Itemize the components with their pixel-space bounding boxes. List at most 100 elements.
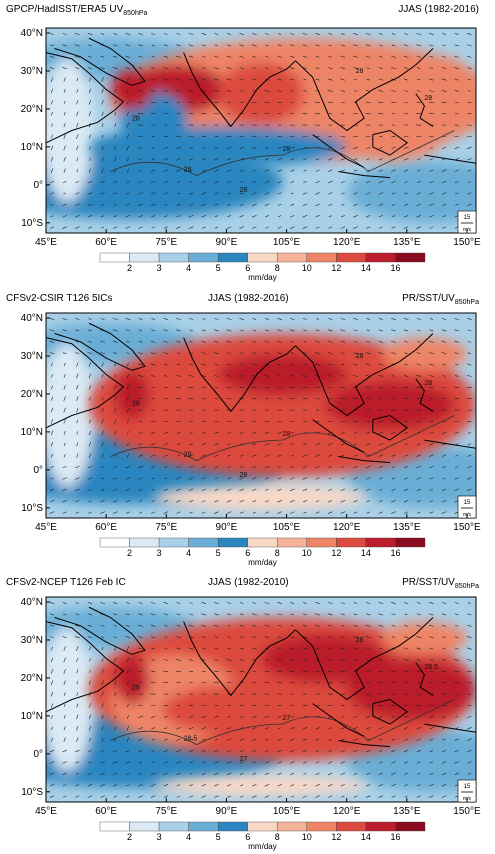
wind-vector [441, 454, 447, 457]
wind-vector [315, 624, 321, 627]
wind-vector [201, 465, 207, 469]
wind-vector [214, 44, 219, 47]
wind-vector [74, 32, 80, 36]
wind-vector [114, 156, 117, 162]
wind-vector [74, 203, 80, 207]
wind-vector [252, 55, 257, 58]
wind-vector [201, 226, 206, 229]
wind-vector [176, 158, 181, 161]
wind-vector [391, 192, 396, 195]
wind-vector [114, 112, 117, 116]
wind-vector [150, 363, 156, 366]
wind-vector [416, 318, 421, 320]
wind-vector [88, 134, 91, 139]
wind-vector [126, 657, 130, 663]
wind-vector [315, 613, 321, 616]
wind-vector [176, 772, 181, 775]
wind-vector [239, 214, 245, 218]
wind-vector [49, 784, 55, 787]
wind-vector [302, 749, 308, 753]
wind-vector [138, 146, 143, 149]
wind-vector [252, 158, 256, 161]
wind-vector [316, 750, 320, 752]
wind-vector [138, 352, 143, 355]
sst-contour [282, 432, 369, 457]
wind-vector [189, 500, 194, 503]
wind-vector [239, 465, 244, 469]
wind-vector [264, 454, 270, 457]
wind-vector [302, 727, 308, 730]
wind-vector [101, 77, 104, 82]
wind-vector [378, 783, 384, 787]
wind-vector [100, 203, 105, 206]
wind-vector [315, 602, 320, 604]
wind-vector [226, 90, 232, 92]
wind-vector [126, 725, 130, 731]
wind-vector [328, 624, 333, 627]
wind-vector [151, 33, 156, 35]
wind-vector [252, 318, 257, 320]
wind-vector [277, 363, 282, 366]
wind-vector [429, 329, 434, 332]
lon-tick-label: 75°E [155, 237, 177, 248]
wind-vector [126, 192, 130, 195]
wind-vector [100, 636, 105, 638]
wind-vector [75, 329, 80, 332]
colorbar-label: 6 [245, 548, 250, 558]
wind-vector [429, 784, 434, 787]
wind-vector [114, 362, 117, 367]
wind-vector [126, 134, 130, 139]
wind-vector [63, 737, 66, 743]
wind-vector [125, 500, 131, 503]
contour-label: 28 [132, 400, 140, 407]
wind-vector [328, 226, 332, 229]
wind-vector [126, 602, 130, 604]
wind-vector [126, 145, 130, 151]
wind-vector [75, 500, 80, 503]
wind-vector [87, 340, 93, 343]
svg-text:15: 15 [464, 500, 471, 506]
wind-vector [442, 659, 447, 661]
wind-vector [429, 772, 434, 775]
wind-vector [151, 44, 155, 47]
wind-vector [315, 352, 320, 355]
wind-vector [76, 111, 79, 117]
wind-vector [189, 443, 194, 446]
wind-vector [151, 215, 156, 218]
wind-vector [239, 192, 244, 195]
wind-vector [277, 318, 282, 320]
wind-vector [138, 443, 143, 446]
wind-vector [201, 329, 206, 332]
wind-vector [454, 738, 459, 741]
wind-vector [378, 761, 383, 764]
precip-region [347, 658, 476, 720]
wind-vector [126, 442, 129, 446]
wind-vector [63, 419, 66, 424]
wind-vector [315, 67, 320, 69]
wind-vector [240, 431, 244, 434]
wind-vector [101, 123, 104, 127]
wind-vector [51, 123, 53, 127]
wind-vector [264, 375, 270, 377]
wind-vector [467, 443, 472, 446]
wind-vector [403, 215, 409, 218]
wind-vector [227, 715, 231, 718]
wind-vector [441, 192, 447, 195]
wind-vector [101, 691, 104, 697]
wind-vector [76, 737, 79, 743]
wind-vector [290, 78, 295, 81]
coastline [54, 322, 146, 371]
wind-vector [404, 169, 409, 172]
wind-vector [441, 772, 447, 776]
wind-vector [454, 636, 459, 639]
wind-vector [327, 795, 333, 798]
precip-region [114, 654, 150, 704]
precip-region [153, 775, 369, 796]
wind-vector [378, 363, 384, 366]
wind-vector [441, 169, 447, 172]
wind-vector [277, 158, 283, 161]
wind-vector [76, 145, 79, 151]
wind-vector [126, 396, 130, 402]
colorbar-label: 3 [157, 548, 162, 558]
wind-vector [125, 465, 131, 469]
